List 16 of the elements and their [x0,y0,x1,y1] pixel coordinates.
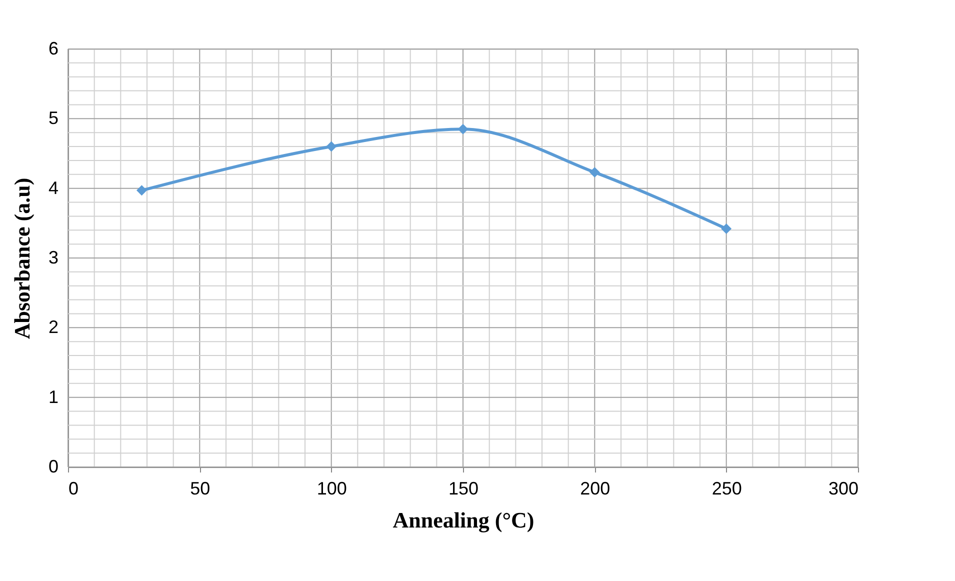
x-tick-label: 300 [828,478,858,498]
y-tick-label: 4 [48,178,58,198]
x-tick-label: 50 [190,478,210,498]
x-tick-label: 200 [580,478,610,498]
y-tick-label: 3 [48,248,58,268]
y-axis-title: Absorbance (a.u) [9,178,34,340]
x-tick-label: 0 [68,478,79,498]
x-tick-label: 100 [316,478,347,498]
y-tick-label: 5 [48,108,58,128]
y-tick-label: 0 [48,456,58,476]
y-tick-label: 6 [48,38,58,58]
y-tick-label: 2 [48,317,58,338]
x-tick-label: 250 [712,478,742,498]
x-tick-label: 150 [448,478,479,498]
x-axis-title: Annealing (°C) [392,508,534,532]
y-tick-label: 1 [48,386,58,407]
